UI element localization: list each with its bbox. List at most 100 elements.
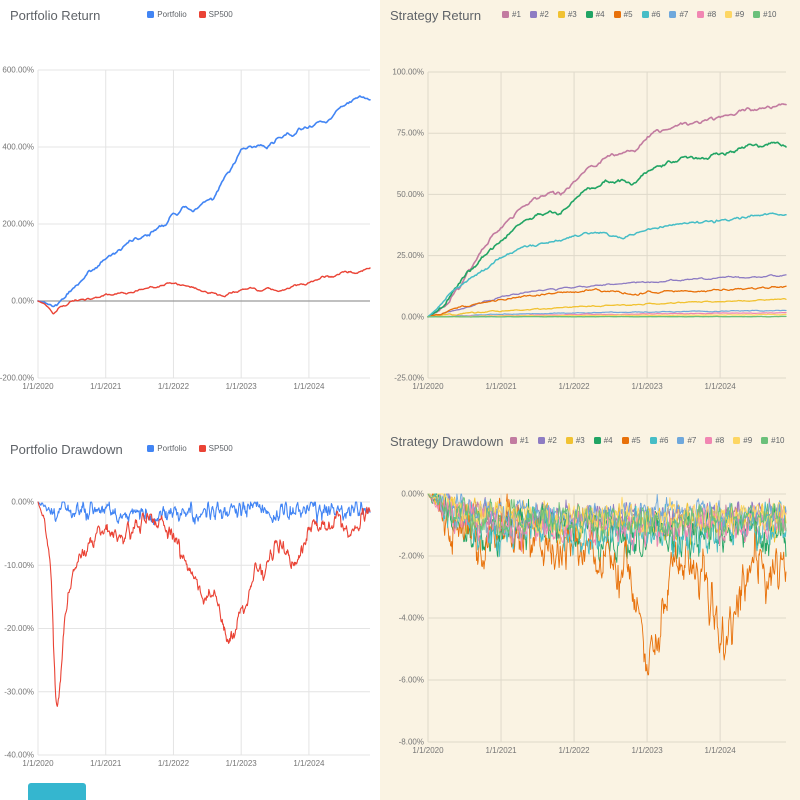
series-line-3[interactable] <box>427 298 787 318</box>
chart-canvas: 0.00% -2.00% -4.00% -6.00% -8.00%1/1/2020 1/1… <box>399 490 787 755</box>
y-tick-label: -200.00% <box>0 374 34 383</box>
legend-swatch-icon <box>649 437 657 444</box>
y-tick-label: 0.00% <box>401 490 424 499</box>
legend-item: Portfolio <box>147 444 187 453</box>
legend-item: SP500 <box>198 10 233 19</box>
series-line-10[interactable] <box>427 315 787 318</box>
legend-label: #2 <box>547 436 557 445</box>
legend-item: #7 <box>669 10 688 19</box>
legend-label: Portfolio <box>157 444 187 453</box>
y-tick-label: 0.00% <box>11 297 34 306</box>
y-tick-label: -20.00% <box>4 624 34 633</box>
chart-canvas: 100.00%75.00%50.00%25.00%0.00%-25.00%1/1… <box>392 68 787 391</box>
legend-label: #7 <box>679 10 689 19</box>
legend: Portfolio SP500 <box>0 10 380 19</box>
legend-swatch-icon <box>697 11 705 18</box>
strategy-drawdown-chart[interactable]: Strategy Drawdown #1 #2 #3 #4 #5 #6 #7 #8 #9 #10 … <box>380 424 800 800</box>
x-tick-label: 1/1/2022 <box>558 382 590 391</box>
legend-swatch-icon <box>677 437 685 444</box>
series-line-Portfolio[interactable] <box>37 95 371 308</box>
x-tick-label: 1/1/2024 <box>705 746 737 755</box>
legend-item: #3 <box>565 436 585 445</box>
series-line-7[interactable] <box>427 309 787 318</box>
legend-item: #2 <box>529 10 549 19</box>
portfolio-drawdown-chart[interactable]: Portfolio Drawdown Portfolio SP500 0.00% -… <box>0 424 381 800</box>
legend-item: #7 <box>677 436 696 445</box>
series-line-SP500[interactable] <box>37 501 371 707</box>
legend-label: #4 <box>603 436 613 445</box>
legend-swatch-icon <box>510 437 517 444</box>
legend-label: #7 <box>687 436 697 445</box>
strategy-return-chart[interactable]: Strategy Return #1 #2 #3 #4 #5 #6 #7 #8 #9 #10 10… <box>380 0 800 425</box>
portfolio-return-chart[interactable]: Portfolio Return Portfolio SP500 600.00% 4… <box>0 0 381 425</box>
legend-label: #6 <box>659 436 669 445</box>
legend-label: #9 <box>735 10 745 19</box>
series-line-8[interactable] <box>427 493 787 552</box>
legend-item: #5 <box>613 10 633 19</box>
legend-label: #3 <box>575 436 585 445</box>
legend-item: #2 <box>537 436 557 445</box>
x-tick-label: 1/1/2020 <box>22 759 54 768</box>
series-line-SP500[interactable] <box>37 267 371 315</box>
legend-label: SP500 <box>208 444 233 453</box>
legend-item: #4 <box>585 10 605 19</box>
gridlines <box>37 501 370 756</box>
y-tick-label: -8.00% <box>399 738 424 747</box>
legend-swatch-icon <box>565 437 573 444</box>
legend-swatch-icon <box>733 437 741 444</box>
legend-item: Portfolio <box>147 10 187 19</box>
x-tick-label: 1/1/2023 <box>632 382 664 391</box>
x-tick-label: 1/1/2023 <box>226 382 258 391</box>
sheet-tab[interactable] <box>28 783 86 800</box>
legend-label: #2 <box>539 10 549 19</box>
x-tick-label: 1/1/2021 <box>485 382 517 391</box>
y-tick-label: -4.00% <box>399 614 424 623</box>
legend-label: #6 <box>651 10 661 19</box>
series-line-Portfolio[interactable] <box>37 501 371 526</box>
legend-label: #8 <box>715 436 725 445</box>
legend-item: #3 <box>557 10 577 19</box>
x-tick-label: 1/1/2024 <box>705 382 737 391</box>
chart-title: Portfolio Return <box>10 8 101 23</box>
y-tick-label: 25.00% <box>397 251 424 260</box>
legend: #1 #2 #3 #4 #5 #6 #7 #8 #9 #10 <box>510 436 785 445</box>
series-line-4[interactable] <box>427 141 787 318</box>
legend-swatch-icon <box>593 437 601 444</box>
legend-item: #8 <box>705 436 724 445</box>
legend-swatch-icon <box>761 437 769 444</box>
legend-item: #6 <box>649 436 669 445</box>
y-tick-label: 100.00% <box>392 68 424 77</box>
legend-item: #1 <box>510 436 529 445</box>
series-line-10[interactable] <box>427 493 787 543</box>
x-tick-label: 1/1/2022 <box>158 382 190 391</box>
legend-swatch-icon <box>198 11 206 18</box>
axis-labels: 0.00%-10.00%-20.00%-30.00%-40.00%1/1/202… <box>4 498 325 769</box>
legend-label: #10 <box>763 10 777 19</box>
legend-swatch-icon <box>725 11 733 18</box>
y-tick-label: -40.00% <box>4 751 34 760</box>
legend-item: SP500 <box>198 444 233 453</box>
series-line-2[interactable] <box>427 274 787 318</box>
legend-swatch-icon <box>705 437 713 444</box>
chart-title: Strategy Return <box>390 8 482 23</box>
legend-item: #9 <box>733 436 752 445</box>
series-line-6[interactable] <box>427 493 787 557</box>
series-line-5[interactable] <box>427 285 787 318</box>
series-line-6[interactable] <box>427 212 787 318</box>
y-tick-label: 600.00% <box>2 66 34 75</box>
legend-swatch-icon <box>147 11 155 18</box>
legend-label: #1 <box>520 436 529 445</box>
series-line-1[interactable] <box>427 103 787 318</box>
x-tick-label: 1/1/2024 <box>293 759 325 768</box>
x-tick-label: 1/1/2024 <box>293 382 325 391</box>
chart-title: Strategy Drawdown <box>390 434 504 449</box>
y-tick-label: 0.00% <box>11 498 34 507</box>
series-line-9[interactable] <box>427 313 787 318</box>
legend-item: #5 <box>621 436 641 445</box>
x-tick-label: 1/1/2023 <box>226 759 258 768</box>
legend-label: Portfolio <box>157 10 187 19</box>
legend-label: #8 <box>707 10 717 19</box>
y-tick-label: 50.00% <box>397 190 424 199</box>
chart-canvas: 600.00%400.00%200.00%0.00%-200.00%1/1/20… <box>0 66 371 391</box>
gridlines <box>427 71 786 379</box>
